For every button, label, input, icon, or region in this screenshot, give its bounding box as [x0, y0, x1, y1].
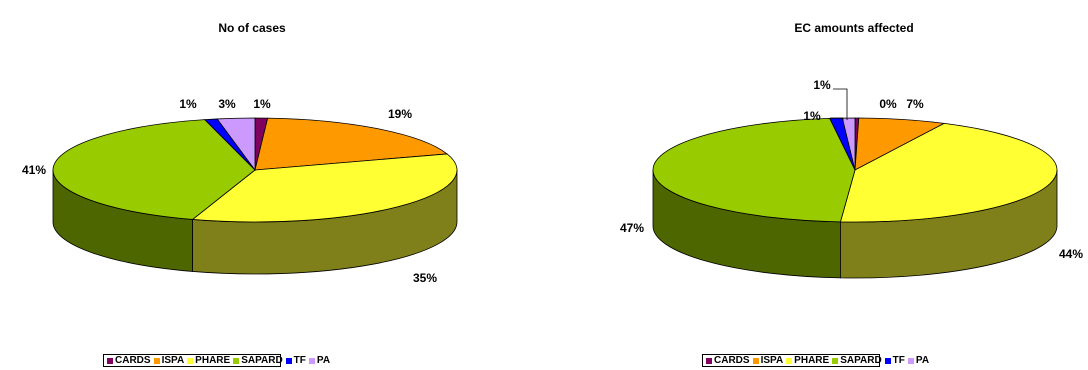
data-label-tf: 1%	[179, 97, 197, 111]
data-label-sapard: 41%	[22, 163, 46, 177]
legend-label: PHARE	[195, 355, 231, 366]
legend-label: PA	[316, 355, 331, 366]
leader-line	[830, 117, 844, 121]
legend-swatch	[907, 357, 914, 364]
data-label-cards: 1%	[253, 97, 271, 111]
legend-swatch	[187, 357, 194, 364]
legend-swatch	[832, 357, 839, 364]
legend-item-cards: CARDS	[107, 355, 151, 366]
data-label-pa: 3%	[218, 97, 236, 111]
data-label-phare: 35%	[413, 271, 437, 285]
legend-label: TF	[892, 355, 905, 366]
data-label-sapard: 47%	[620, 221, 644, 235]
legend-label: TF	[293, 355, 306, 366]
legend-item-tf: TF	[884, 355, 905, 366]
chart-title-amounts: EC amounts affected	[794, 21, 914, 35]
data-label-pa: 1%	[813, 78, 831, 92]
legend-item-ispa: ISPA	[153, 355, 185, 366]
legend-swatch	[884, 357, 891, 364]
legend-item-pa: PA	[907, 355, 930, 366]
pie-slice-ispa	[254, 117, 449, 171]
legend-item-phare: PHARE	[786, 355, 829, 366]
legend-swatch	[107, 357, 113, 364]
legend-swatch	[308, 357, 315, 364]
pie-slice-phare	[839, 122, 1058, 223]
data-label-ispa: 7%	[906, 97, 924, 111]
legend-swatch	[786, 357, 793, 364]
legend-amounts: CARDS ISPA PHARE SAPARD TF PA	[702, 354, 929, 367]
data-label-cards: 0%	[879, 97, 897, 111]
legend-swatch	[706, 357, 712, 364]
legend-label: CARDS	[115, 355, 151, 366]
pie-slice-phare	[191, 153, 458, 223]
legend-label: ISPA	[161, 355, 185, 366]
pie-slice-pa	[216, 117, 256, 172]
legend-label: CARDS	[714, 355, 750, 366]
legend-item-tf: TF	[285, 355, 306, 366]
legend-swatch	[752, 357, 759, 364]
legend-label: PHARE	[794, 355, 830, 366]
legend-label: PA	[915, 355, 930, 366]
legend-swatch	[285, 357, 292, 364]
legend-swatch	[153, 357, 160, 364]
legend-item-sapard: SAPARD	[233, 355, 283, 366]
data-label-ispa: 19%	[388, 107, 412, 121]
data-label-tf: 1%	[803, 109, 821, 123]
legend-cases: CARDS ISPA PHARE SAPARD TF PA	[103, 354, 330, 367]
legend-item-ispa: ISPA	[752, 355, 784, 366]
legend-item-pa: PA	[308, 355, 331, 366]
legend-label: ISPA	[760, 355, 784, 366]
legend-label: SAPARD	[241, 355, 283, 366]
chart-title-cases: No of cases	[218, 21, 286, 35]
data-label-phare: 44%	[1059, 247, 1083, 261]
legend-swatch	[233, 357, 240, 364]
legend-item-sapard: SAPARD	[832, 355, 882, 366]
pie-slice-sapard	[52, 119, 256, 220]
leader-line	[833, 88, 848, 120]
legend-item-cards: CARDS	[706, 355, 750, 366]
legend-label: SAPARD	[840, 355, 882, 366]
legend-item-phare: PHARE	[187, 355, 230, 366]
pie-slice-sapard	[652, 117, 856, 223]
